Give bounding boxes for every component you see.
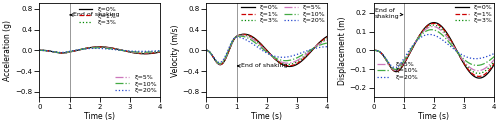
X-axis label: Time (s): Time (s) [84,111,115,121]
Legend: ξ=5%, ξ=10%, ξ=20%: ξ=5%, ξ=10%, ξ=20% [376,61,418,80]
Text: End of shaking: End of shaking [70,12,119,17]
Legend: ξ=5%, ξ=10%, ξ=20%: ξ=5%, ξ=10%, ξ=20% [116,75,157,93]
Legend: ξ=0%, ξ=1%, ξ=3%, ξ=5%, ξ=10%, ξ=20%: ξ=0%, ξ=1%, ξ=3%, ξ=5%, ξ=10%, ξ=20% [241,5,326,23]
X-axis label: Time (s): Time (s) [252,111,282,121]
Text: End of shaking: End of shaking [238,63,288,68]
X-axis label: Time (s): Time (s) [418,111,450,121]
Text: End of
shaking: End of shaking [375,8,403,19]
Y-axis label: Velocity (m/s): Velocity (m/s) [170,24,179,77]
Y-axis label: Acceleration (g): Acceleration (g) [4,20,13,81]
Y-axis label: Displacement (m): Displacement (m) [338,16,346,85]
